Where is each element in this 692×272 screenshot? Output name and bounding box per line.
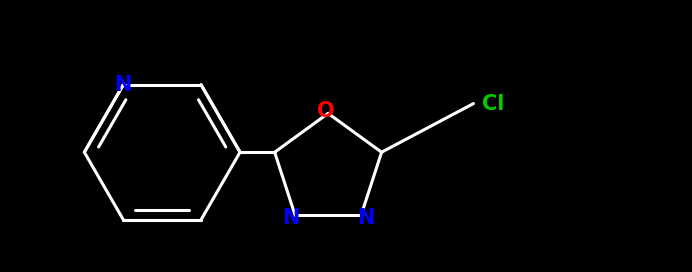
Text: O: O — [317, 101, 335, 121]
Text: N: N — [282, 208, 300, 228]
Text: N: N — [357, 208, 374, 228]
Text: N: N — [115, 75, 132, 95]
Text: Cl: Cl — [482, 94, 504, 114]
